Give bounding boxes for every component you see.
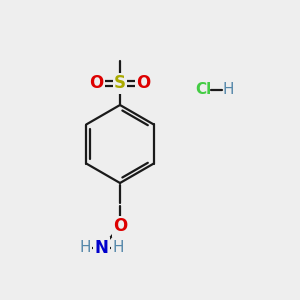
Text: H: H — [223, 82, 234, 98]
Text: S: S — [114, 74, 126, 92]
Text: N: N — [94, 239, 108, 257]
Text: Cl: Cl — [195, 82, 211, 98]
Text: O: O — [136, 74, 151, 92]
Text: O: O — [89, 74, 104, 92]
Text: H: H — [79, 240, 91, 255]
Text: H: H — [112, 240, 124, 255]
Text: O: O — [113, 217, 127, 235]
